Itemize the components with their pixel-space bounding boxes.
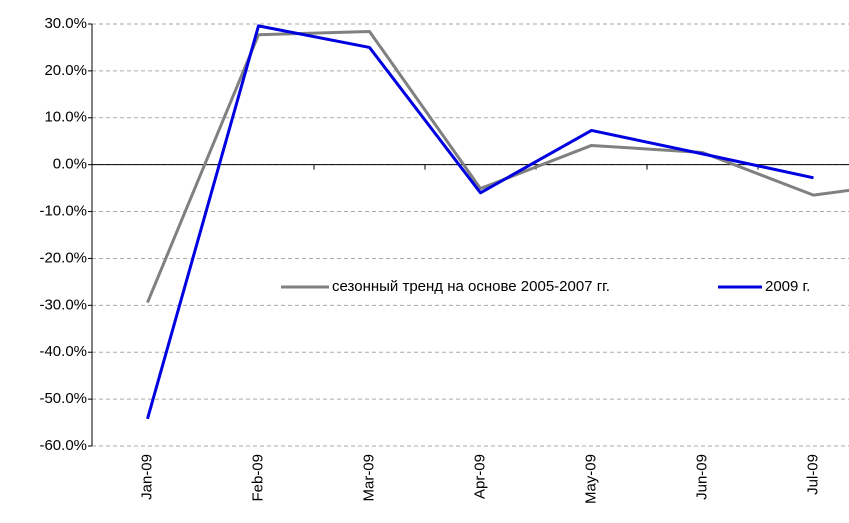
series-line (146, 30, 849, 304)
x-tick-label: Apr-09 (471, 454, 488, 499)
y-tick-label: -10.0% (39, 203, 87, 220)
y-tick-label: 10.0% (44, 109, 87, 126)
y-tick-label: 0.0% (53, 156, 87, 173)
x-tick-label: Jul-09 (804, 454, 821, 495)
x-tick-label: Mar-09 (360, 454, 377, 502)
y-tick-label: -40.0% (39, 343, 87, 360)
x-tick-label: May-09 (582, 454, 599, 504)
x-tick-label: Jan-09 (138, 454, 155, 500)
y-tick-label: -50.0% (39, 390, 87, 407)
y-tick-label: -60.0% (39, 437, 87, 454)
x-tick-label: Feb-09 (249, 454, 266, 502)
legend-label: 2009 г. (765, 278, 810, 295)
legend-label: сезонный тренд на основе 2005-2007 гг. (332, 278, 610, 295)
y-tick-label: -20.0% (39, 249, 87, 266)
series-line (146, 24, 814, 420)
y-tick-label: 30.0% (44, 15, 87, 32)
y-tick-label: 20.0% (44, 62, 87, 79)
x-tick-label: Jun-09 (693, 454, 710, 500)
y-tick-label: -30.0% (39, 296, 87, 313)
